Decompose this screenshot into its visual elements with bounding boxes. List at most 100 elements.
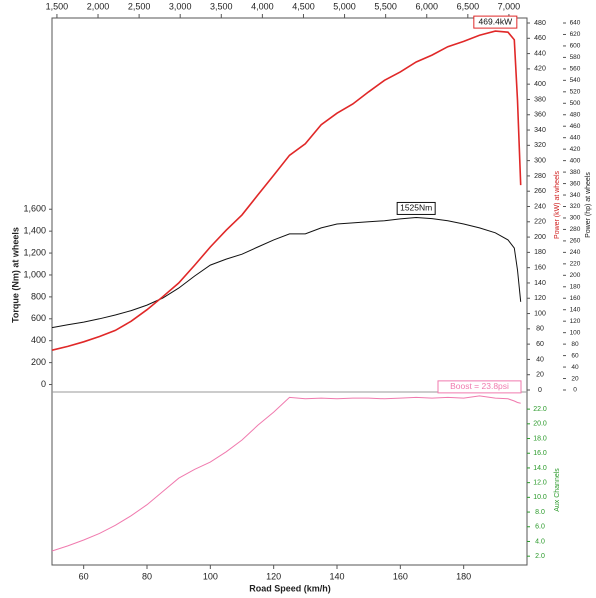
x2-tick-label: 5,500 [374,1,397,11]
y2-tick-label: 280 [534,173,546,180]
y4-tick-label: 12.0 [533,479,547,486]
y3-axis-title: Power (hp) at wheels [585,172,592,238]
value-label-box [437,380,522,394]
x2-tick-label: 4,000 [251,1,274,11]
y4-tick-label: 6.0 [535,524,545,531]
value-label: 469.4kW [479,16,513,26]
y3-tick-label: 60 [571,352,579,359]
x2-tick-label: 6,000 [415,1,438,11]
x2-tick-label: 2,000 [87,1,110,11]
y3-tick-label: 460 [570,123,581,130]
x-tick-label: 160 [393,571,408,581]
y2-tick-label: 360 [534,112,546,119]
y2-tick-label: 480 [534,20,546,27]
y3-tick-label: 0 [573,387,577,394]
y2-tick-label: 120 [534,295,546,302]
y4-tick-label: 2.0 [535,553,545,560]
y3-tick-label: 400 [570,157,581,164]
y3-tick-label: 600 [570,43,581,50]
y3-tick-label: 500 [570,100,581,107]
x2-tick-label: 4,500 [292,1,315,11]
y3-tick-label: 240 [570,249,581,256]
y3-tick-label: 300 [570,215,581,222]
y2-tick-label: 440 [534,50,546,57]
y-tick-label: 800 [31,291,46,301]
series-line [51,216,522,329]
y2-tick-label: 260 [534,188,546,195]
x-tick-label: 180 [456,571,471,581]
y-tick-label: 1,000 [23,269,46,279]
y3-tick-label: 520 [570,89,581,96]
y2-tick-label: 80 [536,326,544,333]
y-tick-label: 1,600 [23,204,46,214]
y2-tick-label: 160 [534,265,546,272]
y2-tick-label: 340 [534,127,546,134]
y2-tick-label: 100 [534,310,546,317]
series-line [51,395,521,552]
y2-tick-label: 240 [534,203,546,210]
y3-tick-label: 180 [570,284,581,291]
y-tick-label: 200 [31,357,46,367]
y3-tick-label: 280 [570,226,581,233]
x2-tick-label: 5,000 [333,1,356,11]
y-axis-title: Torque (Nm) at wheels [10,227,20,323]
x-axis-title: Road Speed (km/h) [249,583,331,593]
y3-tick-label: 440 [570,134,581,141]
y2-tick-label: 400 [534,81,546,88]
y-tick-label: 1,200 [23,247,46,257]
y4-tick-label: 18.0 [533,435,547,442]
y3-tick-label: 20 [571,375,579,382]
x2-tick-label: 2,500 [128,1,151,11]
y3-tick-label: 220 [570,261,581,268]
y-tick-label: 0 [41,379,46,389]
y3-tick-label: 480 [570,111,581,118]
y2-tick-label: 200 [534,234,546,241]
y4-tick-label: 4.0 [535,538,545,545]
y3-tick-label: 640 [570,20,581,27]
y3-tick-label: 380 [570,169,581,176]
x2-tick-label: 3,500 [210,1,233,11]
x-tick-label: 120 [266,571,281,581]
x2-tick-label: 7,000 [498,1,521,11]
y-tick-label: 1,400 [23,226,46,236]
y2-tick-label: 300 [534,157,546,164]
y3-tick-label: 340 [570,192,581,199]
y3-tick-label: 620 [570,31,581,38]
y2-tick-label: 60 [536,341,544,348]
x2-tick-label: 6,500 [457,1,480,11]
y3-tick-label: 540 [570,77,581,84]
y3-tick-label: 260 [570,238,581,245]
y3-tick-label: 40 [571,364,579,371]
y3-tick-label: 580 [570,54,581,61]
y4-axis-title: Aux Channels [554,468,561,512]
y2-tick-label: 420 [534,66,546,73]
value-label: 1525Nm [400,203,432,213]
x2-tick-label: 1,500 [46,1,69,11]
value-label-box [396,201,436,215]
value-label-box [473,15,518,29]
y3-tick-label: 120 [570,318,581,325]
y3-tick-label: 320 [570,203,581,210]
x-tick-label: 100 [203,571,218,581]
y2-tick-label: 460 [534,35,546,42]
y3-tick-label: 80 [571,341,579,348]
y-tick-label: 600 [31,313,46,323]
y2-tick-label: 380 [534,96,546,103]
x-tick-label: 60 [79,571,89,581]
x2-tick-label: 3,000 [169,1,192,11]
x-tick-label: 140 [329,571,344,581]
y2-tick-label: 40 [536,356,544,363]
value-label: Boost = 23.8psi [450,381,509,391]
y-tick-label: 400 [31,335,46,345]
y2-tick-label: 180 [534,249,546,256]
y3-tick-label: 140 [570,306,581,313]
x-tick-label: 80 [142,571,152,581]
y3-tick-label: 360 [570,180,581,187]
y3-tick-label: 420 [570,146,581,153]
y2-tick-label: 0 [538,387,542,394]
y2-tick-label: 20 [536,372,544,379]
series-line [51,30,522,351]
y4-tick-label: 16.0 [533,450,547,457]
y2-tick-label: 320 [534,142,546,149]
